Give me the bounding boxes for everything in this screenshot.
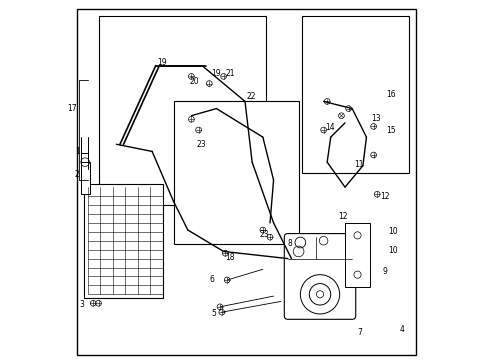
Bar <box>302 16 409 173</box>
Text: 12: 12 <box>381 192 390 201</box>
Text: 1: 1 <box>75 147 79 156</box>
Bar <box>84 184 163 298</box>
Text: 17: 17 <box>67 104 77 113</box>
Text: 12: 12 <box>338 212 347 221</box>
Text: 10: 10 <box>388 246 397 255</box>
Text: 2: 2 <box>75 170 79 179</box>
Text: 15: 15 <box>386 126 395 135</box>
FancyBboxPatch shape <box>284 234 356 319</box>
Text: 23: 23 <box>196 140 206 149</box>
Text: 20: 20 <box>190 77 199 86</box>
Text: 8: 8 <box>288 239 293 248</box>
Bar <box>98 16 267 205</box>
Text: 13: 13 <box>371 114 381 123</box>
Text: 16: 16 <box>386 90 395 99</box>
Text: 6: 6 <box>209 275 214 284</box>
Text: 23: 23 <box>259 230 269 239</box>
Bar <box>173 102 298 244</box>
Text: 18: 18 <box>225 253 235 262</box>
Text: 21: 21 <box>225 69 235 78</box>
Text: 19: 19 <box>211 69 220 78</box>
Text: 11: 11 <box>355 160 364 169</box>
Text: 3: 3 <box>79 300 84 309</box>
Text: 14: 14 <box>325 123 335 132</box>
Text: 9: 9 <box>383 267 388 276</box>
Text: 7: 7 <box>357 328 362 337</box>
Text: 4: 4 <box>400 325 405 334</box>
Text: 10: 10 <box>388 227 397 236</box>
Bar <box>345 223 370 287</box>
Bar <box>81 162 90 194</box>
Text: 22: 22 <box>246 92 256 101</box>
Text: 5: 5 <box>212 310 217 319</box>
Text: 19: 19 <box>157 58 167 67</box>
